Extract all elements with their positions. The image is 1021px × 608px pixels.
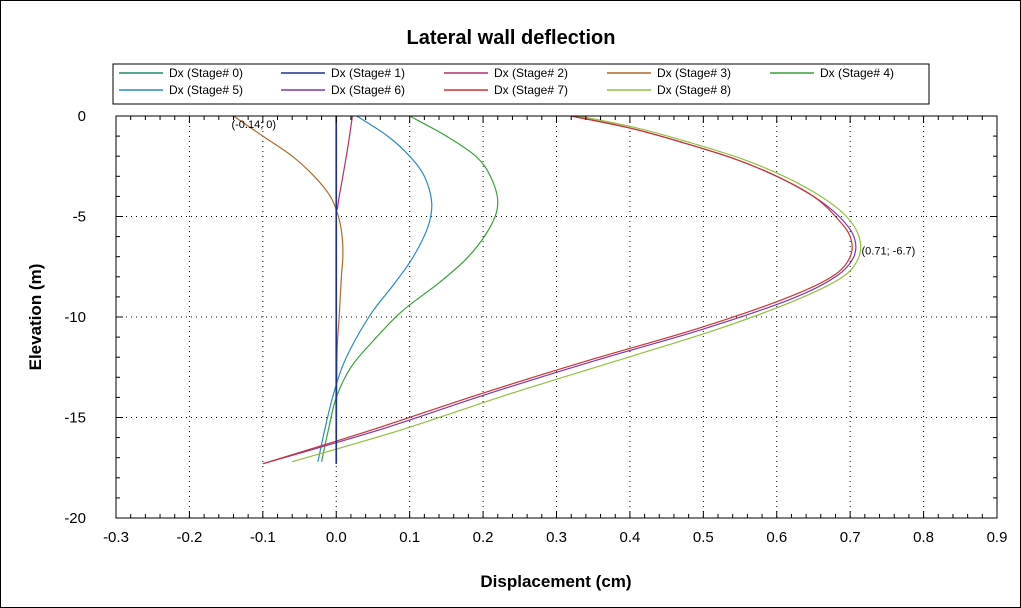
x-tick-label: 0.5 <box>693 529 714 546</box>
x-tick-label: -0.3 <box>103 529 129 546</box>
point-annotation: (0.71; -6.7) <box>862 246 916 258</box>
y-axis-label: Elevation (m) <box>26 264 45 371</box>
legend-entry: Dx (Stage# 7) <box>494 83 568 97</box>
series-line-stage-8 <box>292 115 862 463</box>
x-tick-label: 0.2 <box>473 529 494 546</box>
legend-entry: Dx (Stage# 0) <box>169 66 243 80</box>
x-tick-label: -0.2 <box>176 529 202 546</box>
series-line-stage-3 <box>233 115 344 464</box>
legend-entry: Dx (Stage# 1) <box>331 66 405 80</box>
legend-entry: Dx (Stage# 3) <box>657 66 731 80</box>
y-tick-label: -5 <box>73 209 86 226</box>
grid <box>116 116 997 518</box>
series-line-stage-4 <box>320 115 499 462</box>
x-tick-label: 0.7 <box>840 529 861 546</box>
chart-title: Lateral wall deflection <box>407 27 616 49</box>
series-line-stage-7 <box>262 115 853 465</box>
x-tick-label: 0.3 <box>546 529 567 546</box>
x-tick-label: 0.8 <box>913 529 934 546</box>
legend-entry: Dx (Stage# 6) <box>331 83 405 97</box>
y-tick-label: -20 <box>64 510 86 527</box>
legend-entry: Dx (Stage# 5) <box>169 83 243 97</box>
x-tick-label: -0.1 <box>250 529 276 546</box>
x-tick-label: 0.1 <box>399 529 420 546</box>
x-tick-label: 0.4 <box>619 529 640 546</box>
series-line-stage-2 <box>335 115 353 464</box>
y-tick-label: -10 <box>64 309 86 326</box>
x-tick-label: 0.0 <box>326 529 347 546</box>
legend-entry: Dx (Stage# 4) <box>820 66 894 80</box>
y-tick-label: -15 <box>64 410 86 427</box>
legend-box <box>112 63 930 105</box>
x-tick-label: 0.6 <box>766 529 787 546</box>
legend: Dx (Stage# 0) Dx (Stage# 1) Dx (Stage# 2) D… <box>112 63 930 105</box>
x-axis-label: Displacement (cm) <box>480 572 631 591</box>
ticks: -0.3 -0.2 -0.1 0.0 0.1 0.2 0.3 0.4 0.5 0.6 0.7 0.8 0… <box>64 108 1007 546</box>
series-line-stage-5 <box>317 115 433 462</box>
y-tick-label: 0 <box>78 108 86 125</box>
annotations: (-0.14; 0) (0.71; -6.7) <box>231 119 915 258</box>
legend-entry: Dx (Stage# 8) <box>657 83 731 97</box>
series-layer <box>233 115 862 465</box>
x-tick-label: 0.9 <box>987 529 1008 546</box>
legend-entry: Dx (Stage# 2) <box>494 66 568 80</box>
point-annotation: (-0.14; 0) <box>231 119 276 131</box>
